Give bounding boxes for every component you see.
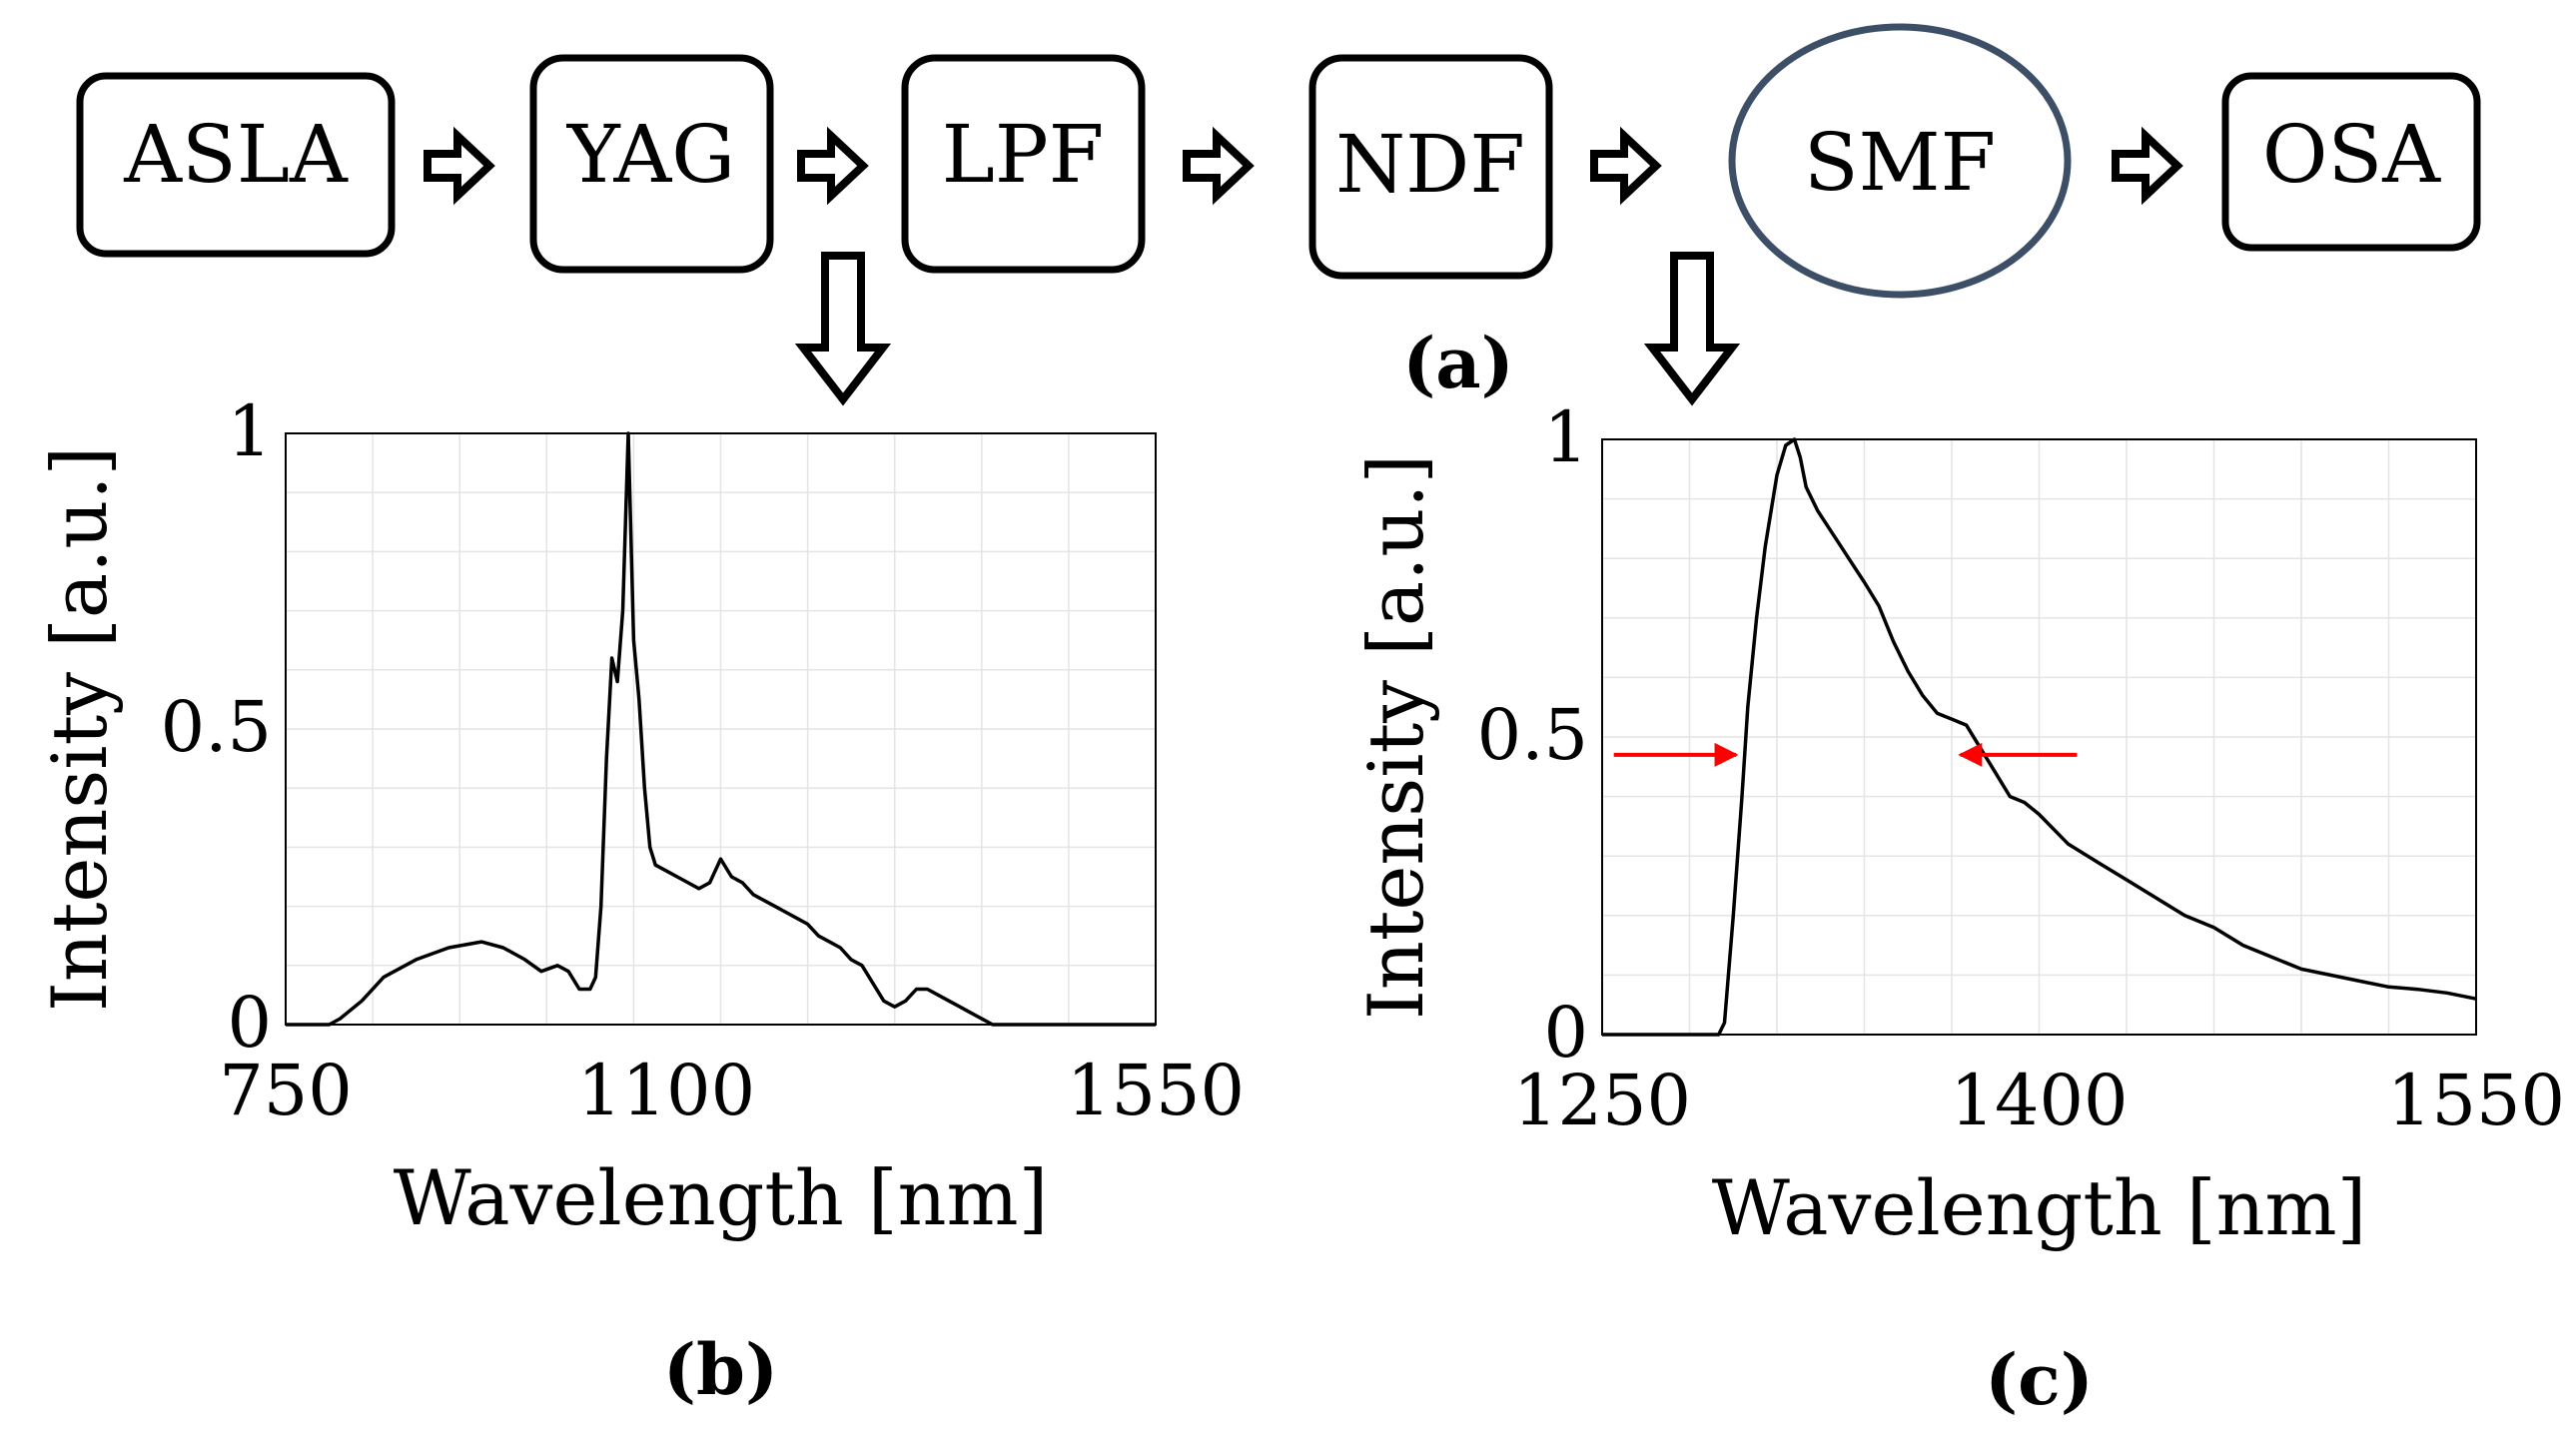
y-axis-label: Intensity [a.u.] [35, 446, 124, 1012]
flow-arrow-icon [2112, 126, 2183, 206]
block-asla: ASLA [76, 72, 396, 258]
block-label: LPF [942, 108, 1104, 201]
x-tick-label: 1550 [2387, 1060, 2565, 1141]
x-tick-label: 750 [219, 1050, 353, 1131]
block-label: ASLA [123, 108, 349, 201]
down-arrow-icon [1643, 252, 1741, 406]
x-tick-label: 1250 [1513, 1060, 1691, 1141]
block-label: YAG [566, 108, 735, 201]
block-ndf: NDF [1308, 54, 1553, 280]
plot-frame [285, 432, 1157, 1026]
chart-b: 750 1100 1550 0 0.5 1 Wavelength [nm] Intensity… [35, 390, 1245, 1411]
x-tick-label: 1400 [1950, 1060, 2128, 1141]
x-axis-label: Wavelength [nm] [1712, 1163, 2367, 1252]
y-tick-label: 0.5 [1477, 694, 1588, 776]
y-tick-label: 1 [1543, 396, 1588, 478]
block-yag: YAG [529, 54, 774, 274]
block-lpf: LPF [901, 54, 1146, 274]
series-line [286, 431, 1156, 1027]
block-smf: SMF [1728, 23, 2072, 299]
panel-label-a: (a) [1402, 322, 1514, 404]
y-tick-label: 0.5 [161, 686, 272, 768]
x-tick-label: 1100 [577, 1050, 755, 1131]
block-osa: OSA [2221, 72, 2481, 252]
block-diagram: ASLA YAG LPF NDF SMF OSA [76, 23, 2481, 406]
y-tick-label: 1 [227, 390, 272, 472]
down-arrow-icon [794, 252, 892, 406]
block-label: OSA [2262, 108, 2441, 201]
series-line [1602, 437, 2477, 1037]
flow-arrow-icon [1183, 126, 1255, 206]
flow-arrow-icon [797, 126, 869, 206]
y-tick-label: 0 [1543, 992, 1588, 1074]
x-tick-label: 1550 [1067, 1050, 1245, 1131]
block-label: NDF [1335, 118, 1525, 211]
flow-arrow-icon [424, 126, 495, 206]
plot-frame [1601, 438, 2477, 1036]
flow-arrow-icon [1590, 126, 1662, 206]
y-tick-label: 0 [227, 982, 272, 1064]
block-label: SMF [1804, 116, 1996, 209]
panel-label: (c) [1985, 1338, 2094, 1421]
x-axis-label: Wavelength [nm] [394, 1153, 1049, 1242]
panel-label: (b) [663, 1328, 778, 1411]
chart-c: 1250 1400 1550 0 0.5 1 Wavelength [nm] Intensit… [1351, 396, 2565, 1421]
y-axis-label: Intensity [a.u.] [1351, 454, 1440, 1020]
